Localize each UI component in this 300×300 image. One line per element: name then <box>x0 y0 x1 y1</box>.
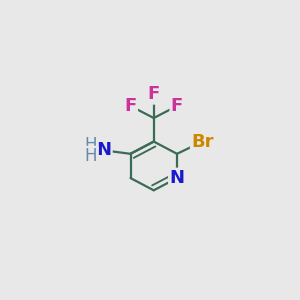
Text: H: H <box>85 147 97 165</box>
Text: F: F <box>124 97 136 115</box>
Text: Br: Br <box>191 133 214 151</box>
Text: F: F <box>171 97 183 115</box>
Text: N: N <box>169 169 184 187</box>
Text: N: N <box>96 141 111 159</box>
Text: H: H <box>85 136 97 154</box>
Text: F: F <box>148 85 160 103</box>
